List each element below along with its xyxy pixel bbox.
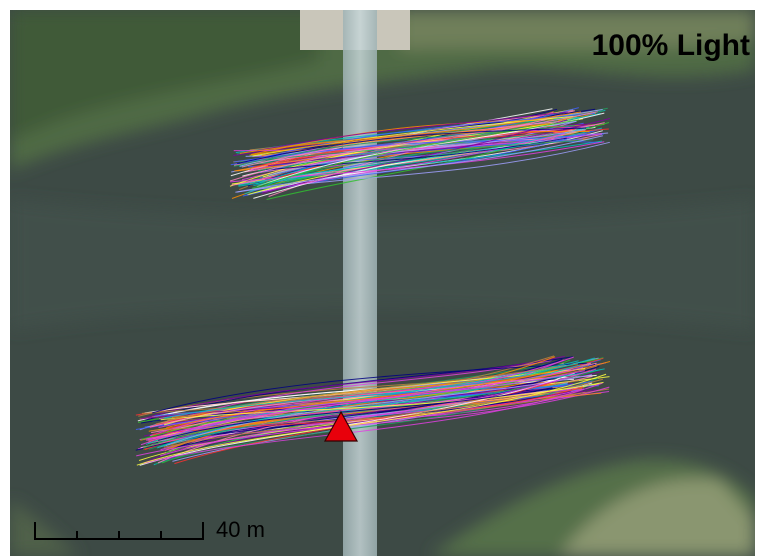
- aerial-image: [10, 10, 755, 556]
- map: 100% Light 40 m: [0, 0, 761, 556]
- title: 100% Light: [592, 29, 750, 62]
- bridge: [343, 10, 377, 556]
- scale-label: 40 m: [216, 517, 265, 542]
